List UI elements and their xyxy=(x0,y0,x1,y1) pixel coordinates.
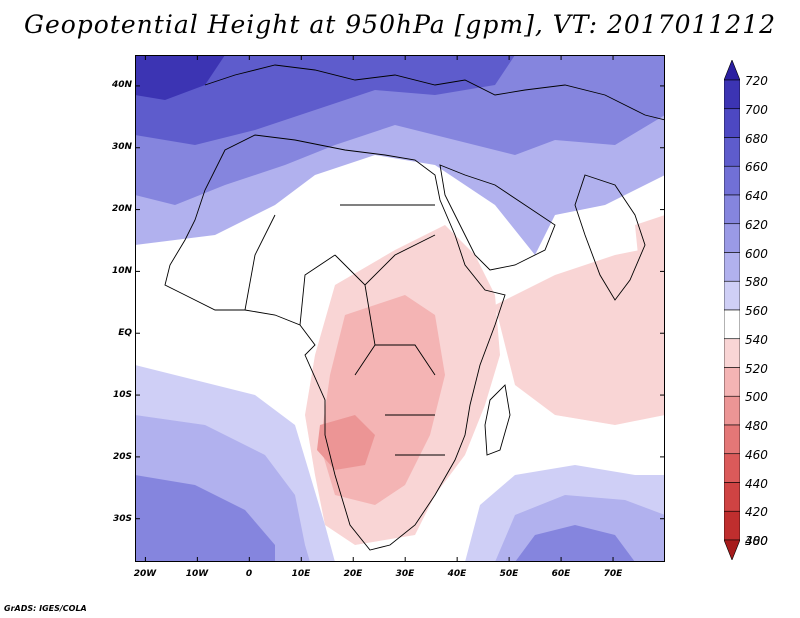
lat-label-20s: 20S xyxy=(112,452,132,462)
colorbar-label: 540 xyxy=(745,332,768,347)
colorbar-swatch xyxy=(724,223,740,253)
colorbar-swatch xyxy=(724,252,740,282)
lat-label-20n: 20N xyxy=(111,204,132,214)
lon-label-60e: 60E xyxy=(551,569,571,579)
field-red-indian-2 xyxy=(635,215,665,285)
colorbar-swatch xyxy=(724,165,740,196)
colorbar-label: 420 xyxy=(745,505,768,520)
lon-label-30e: 30E xyxy=(395,569,415,579)
coastline-madagascar xyxy=(484,384,511,456)
field-blue-south-west-3 xyxy=(135,475,275,562)
lon-label-40e: 40E xyxy=(447,569,467,579)
colorbar-label: 520 xyxy=(745,361,768,376)
field-blue-north-3 xyxy=(135,55,515,145)
map-panel xyxy=(135,55,665,562)
colorbar-swatch xyxy=(724,194,740,225)
colorbar-label: 600 xyxy=(745,246,768,261)
colorbar-label: 560 xyxy=(745,304,768,318)
field-blue-north-4 xyxy=(135,55,225,100)
lat-label-30n: 30N xyxy=(111,142,132,152)
coastline-europe xyxy=(204,64,665,121)
colorbar-swatch xyxy=(724,60,740,81)
colorbar-label: 620 xyxy=(745,217,768,232)
colorbar-swatch xyxy=(724,482,740,512)
colorbar-swatch xyxy=(724,137,740,167)
coastline-arabia xyxy=(439,164,556,271)
lon-label-10w: 10W xyxy=(185,569,209,579)
grads-credit: GrADS: IGES/COLA xyxy=(4,604,87,613)
colorbar-label: 380 xyxy=(745,534,768,548)
colorbar xyxy=(724,60,740,560)
lon-label-50e: 50E xyxy=(499,569,519,579)
lon-label-20e: 20E xyxy=(343,569,363,579)
lon-label-0: 0 xyxy=(245,569,253,579)
colorbar-swatch xyxy=(724,79,740,110)
colorbar-swatch xyxy=(724,338,740,368)
colorbar-label: 500 xyxy=(745,390,768,405)
lat-label-30s: 30S xyxy=(112,514,132,524)
lat-label-10n: 10N xyxy=(111,266,132,276)
colorbar-swatch xyxy=(724,510,740,541)
coastline-india xyxy=(574,174,646,301)
lon-label-10e: 10E xyxy=(291,569,311,579)
map-border xyxy=(135,55,665,562)
chart-title: Geopotential Height at 950hPa [gpm], VT:… xyxy=(23,10,777,39)
lon-label-20w: 20W xyxy=(133,569,157,579)
lat-label-eq: EQ xyxy=(118,328,132,338)
field-blue-south-east-3 xyxy=(515,525,635,562)
lat-label-40n: 40N xyxy=(111,80,132,90)
coastline-africa xyxy=(164,134,506,551)
colorbar-swatch xyxy=(724,108,740,138)
colorbar-swatch xyxy=(724,424,740,455)
lon-label-70e: 70E xyxy=(603,569,623,579)
colorbar-label: 700 xyxy=(745,102,768,117)
field-red-central-3 xyxy=(317,415,375,470)
colorbar-label: 460 xyxy=(745,447,768,462)
colorbar-label: 720 xyxy=(745,74,768,88)
colorbar-label: 640 xyxy=(745,189,768,203)
colorbar-swatch xyxy=(724,539,740,560)
colorbar-swatch xyxy=(724,309,740,340)
colorbar-swatch xyxy=(724,280,740,311)
colorbar-label: 440 xyxy=(745,476,768,491)
colorbar-label: 580 xyxy=(745,275,768,290)
colorbar-label: 660 xyxy=(745,160,768,175)
colorbar-label: 680 xyxy=(745,131,768,146)
border-lines xyxy=(244,204,445,456)
colorbar-swatch xyxy=(724,453,740,483)
colorbar-label: 480 xyxy=(745,419,768,433)
colorbar-swatch xyxy=(724,395,740,426)
lat-label-10s: 10S xyxy=(112,390,132,400)
colorbar-label: 400 xyxy=(745,534,768,548)
colorbar-swatch xyxy=(724,367,740,397)
